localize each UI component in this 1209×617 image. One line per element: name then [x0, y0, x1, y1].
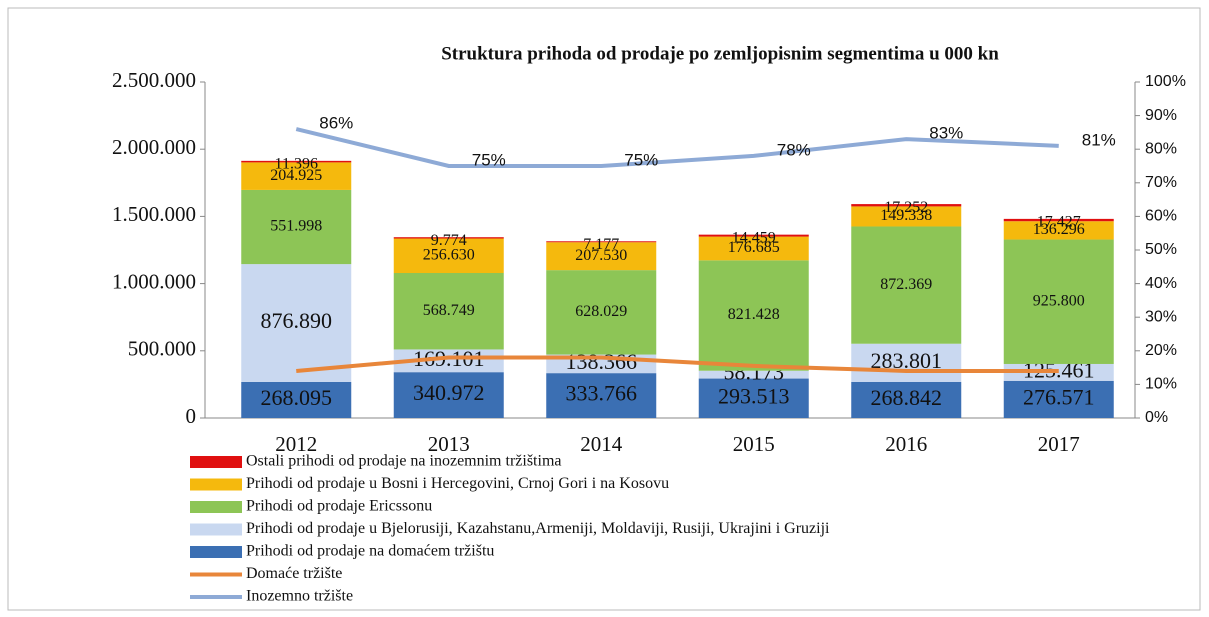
- bar-segment: [698, 378, 809, 418]
- bar-segment: [698, 370, 809, 379]
- data-label: 293.513: [718, 383, 790, 408]
- y-tick-label: 500.000: [128, 337, 196, 361]
- data-label: 256.630: [423, 246, 475, 263]
- data-label: 872.369: [880, 276, 932, 293]
- bar-segment: [1003, 380, 1114, 418]
- bar-segment: [851, 206, 962, 227]
- data-label: 268.095: [261, 385, 333, 410]
- line-series: [296, 355, 1059, 373]
- frame: [7, 7, 1201, 611]
- x-tick-label: 2012: [275, 432, 317, 456]
- line-label: 81%: [1082, 130, 1116, 149]
- legend-label: Prihodi od prodaje u Bosni i Hercegovini…: [246, 475, 669, 492]
- y2-tick-label: 20%: [1145, 342, 1177, 359]
- bar-segment: [241, 160, 352, 163]
- y2-tick-label: 90%: [1145, 107, 1177, 124]
- legend-swatch: [190, 456, 242, 468]
- legend-swatch: [190, 546, 242, 558]
- x-tick-label: 2015: [733, 432, 775, 456]
- y2-tick-label: 50%: [1145, 241, 1177, 258]
- data-label: 9.774: [431, 232, 467, 249]
- data-label: 17.252: [884, 199, 928, 216]
- data-label: 821.428: [728, 306, 780, 323]
- y-tick-label: 2.500.000: [112, 68, 196, 92]
- y2-tick-label: 30%: [1145, 308, 1177, 325]
- data-label: 628.029: [575, 303, 627, 320]
- data-label: 876.890: [261, 308, 333, 333]
- data-label: 340.972: [413, 380, 485, 405]
- data-label: 333.766: [566, 381, 638, 406]
- bar-segment: [851, 204, 962, 207]
- x-tick-label: 2013: [428, 432, 470, 456]
- bar-segment: [241, 381, 352, 418]
- legend-swatch: [190, 478, 242, 491]
- x-tick-label: 2017: [1038, 432, 1080, 456]
- bar-segment: [1003, 221, 1114, 240]
- legend-label: Prihodi od prodaje na domaćem tržištu: [246, 543, 494, 560]
- legend-label: Inozemno tržište: [246, 588, 353, 605]
- legend-label: Prihodi od prodaje Ericssonu: [246, 498, 432, 515]
- bar-segment: [546, 373, 657, 418]
- legend-swatch: [190, 523, 242, 536]
- line-label: 83%: [929, 124, 963, 143]
- bar-segment: [851, 343, 962, 382]
- y2-tick-label: 0%: [1145, 409, 1168, 426]
- y-tick-label: 2.000.000: [112, 135, 196, 159]
- data-label: 568.749: [423, 302, 475, 319]
- legend-swatch: [190, 501, 242, 513]
- data-label: 7.177: [583, 236, 619, 253]
- bar-segment: [546, 241, 657, 243]
- y2-tick-label: 60%: [1145, 208, 1177, 225]
- x-tick-label: 2014: [580, 432, 623, 456]
- data-label: 149.338: [880, 207, 932, 224]
- data-label: 14.459: [732, 229, 776, 246]
- y-tick-label: 1.000.000: [112, 269, 196, 293]
- data-label: 551.998: [270, 218, 322, 235]
- bar-segment: [698, 234, 809, 237]
- bar-segment: [546, 270, 657, 355]
- data-label: 276.571: [1023, 384, 1095, 409]
- bar-segment: [393, 349, 504, 373]
- line-label: 86%: [319, 114, 353, 133]
- y-tick-label: 0: [186, 404, 197, 428]
- legend-label: Domaće tržište: [246, 565, 342, 582]
- data-label: 11.396: [275, 156, 318, 173]
- y-tick-label: 1.500.000: [112, 202, 196, 226]
- data-label: 176.685: [728, 239, 780, 256]
- bar-segment: [851, 381, 962, 418]
- data-label: 925.800: [1033, 292, 1085, 309]
- line-label: 75%: [624, 150, 658, 169]
- y2-tick-label: 100%: [1145, 73, 1186, 90]
- data-label: 17.427: [1037, 214, 1081, 231]
- bar-segment: [393, 273, 504, 350]
- bar-segment: [393, 372, 504, 418]
- data-label: 207.530: [575, 247, 627, 264]
- line-series: [295, 127, 1059, 168]
- x-tick-label: 2016: [885, 432, 927, 456]
- data-label: 268.842: [871, 385, 943, 410]
- bar-segment: [393, 237, 504, 239]
- data-label: 136.296: [1033, 221, 1085, 238]
- bar-segment: [851, 226, 962, 344]
- bar-segment: [241, 189, 352, 265]
- data-label: 204.925: [270, 167, 322, 184]
- bar-segment: [546, 242, 657, 271]
- y2-tick-label: 40%: [1145, 275, 1177, 292]
- bar-segment: [1003, 239, 1114, 364]
- y2-tick-label: 10%: [1145, 376, 1177, 393]
- line-label: 78%: [777, 140, 811, 159]
- legend-label: Ostali prihodi od prodaje na inozemnim t…: [246, 453, 561, 470]
- chart-title: Struktura prihoda od prodaje po zemljopi…: [441, 43, 999, 64]
- line-label: 75%: [472, 150, 506, 169]
- y2-tick-label: 70%: [1145, 174, 1177, 191]
- bar-segment: [698, 236, 809, 261]
- bar-segment: [393, 238, 504, 274]
- bar-segment: [241, 264, 352, 382]
- bar-segment: [241, 162, 352, 190]
- legend-label: Prihodi od prodaje u Bjelorusiji, Kazahs…: [246, 520, 830, 537]
- bar-segment: [1003, 218, 1114, 222]
- y2-tick-label: 80%: [1145, 140, 1177, 157]
- bar-segment: [698, 260, 809, 371]
